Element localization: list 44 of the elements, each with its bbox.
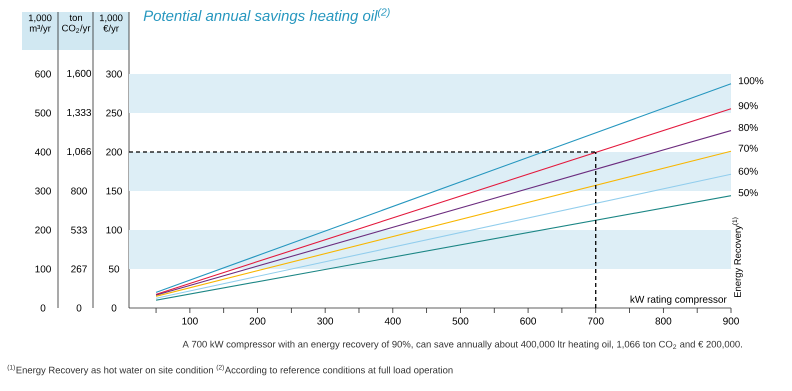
- x-tick-label: 300: [317, 318, 334, 325]
- y-tick-label: 400: [34, 148, 51, 156]
- y2-axis-title: ton CO$_{2}$/yr: [62, 14, 90, 34]
- y3-tick-label: 200: [106, 148, 122, 156]
- x-tick-label: 500: [452, 318, 468, 325]
- series-label: 80%: [738, 124, 758, 132]
- y-tick-label: 200: [35, 226, 51, 234]
- x-tick-label: 800: [655, 318, 672, 325]
- y-tick-label: 600: [35, 70, 51, 78]
- x-axis-title: kW rating compressor: [630, 296, 727, 305]
- y-tick-label: 300: [35, 187, 51, 195]
- y2-tick-label: 1,600: [67, 70, 92, 78]
- x-tick-label: 400: [384, 318, 401, 325]
- y3-axis-title: 1,000 €/yr: [100, 14, 123, 34]
- y3-tick-label: 250: [106, 109, 122, 117]
- y3-tick-label: 300: [106, 70, 122, 78]
- x-tick-label: 900: [723, 318, 739, 325]
- y3-tick-label: 150: [106, 187, 122, 195]
- y2-tick-label: 1,333: [67, 108, 92, 118]
- x-tick-label: 700: [588, 318, 604, 325]
- series-label: 100%: [738, 77, 764, 84]
- series-label: 70%: [738, 144, 758, 152]
- x-tick-label: 200: [250, 318, 266, 325]
- y3-tick-label: 0: [112, 304, 116, 312]
- legend-title: Energy Recovery$^{(1)}$: [732, 218, 743, 298]
- series-label: 90%: [738, 102, 758, 110]
- text: $^{(1)}$Energy Recovery as hot water on site condition $^{(2)}$According to reference conditions at full load operation: [8, 364, 453, 376]
- x-tick-label: 600: [520, 318, 536, 325]
- y3-tick-label: 100: [106, 226, 122, 234]
- y2-tick-label: 533: [71, 226, 87, 234]
- y2-tick-label: 0: [76, 304, 82, 312]
- series-label: 50%: [738, 189, 758, 196]
- y2-tick-label: 267: [71, 265, 87, 272]
- y-tick-label: 0: [40, 304, 46, 312]
- y3-tick-label: 50: [108, 265, 120, 273]
- y-axis-title: 1,000 m³/yr: [28, 14, 52, 34]
- text: A 700 kW compressor with an energy recovery of 90%, can save annually about 400,000 ltr heating oil, 1,066 ton CO$_{2}$ and € 200,000.: [182, 340, 742, 350]
- series-label: 60%: [738, 168, 758, 175]
- chart-title: Potential annual savings heating oil$^{(2)}$: [144, 8, 390, 24]
- y2-tick-label: 800: [71, 187, 87, 195]
- y-tick-label: 100: [35, 265, 51, 273]
- x-tick-label: 100: [182, 318, 198, 325]
- y2-tick-label: 1,066: [67, 148, 92, 156]
- y-tick-label: 500: [35, 109, 51, 117]
